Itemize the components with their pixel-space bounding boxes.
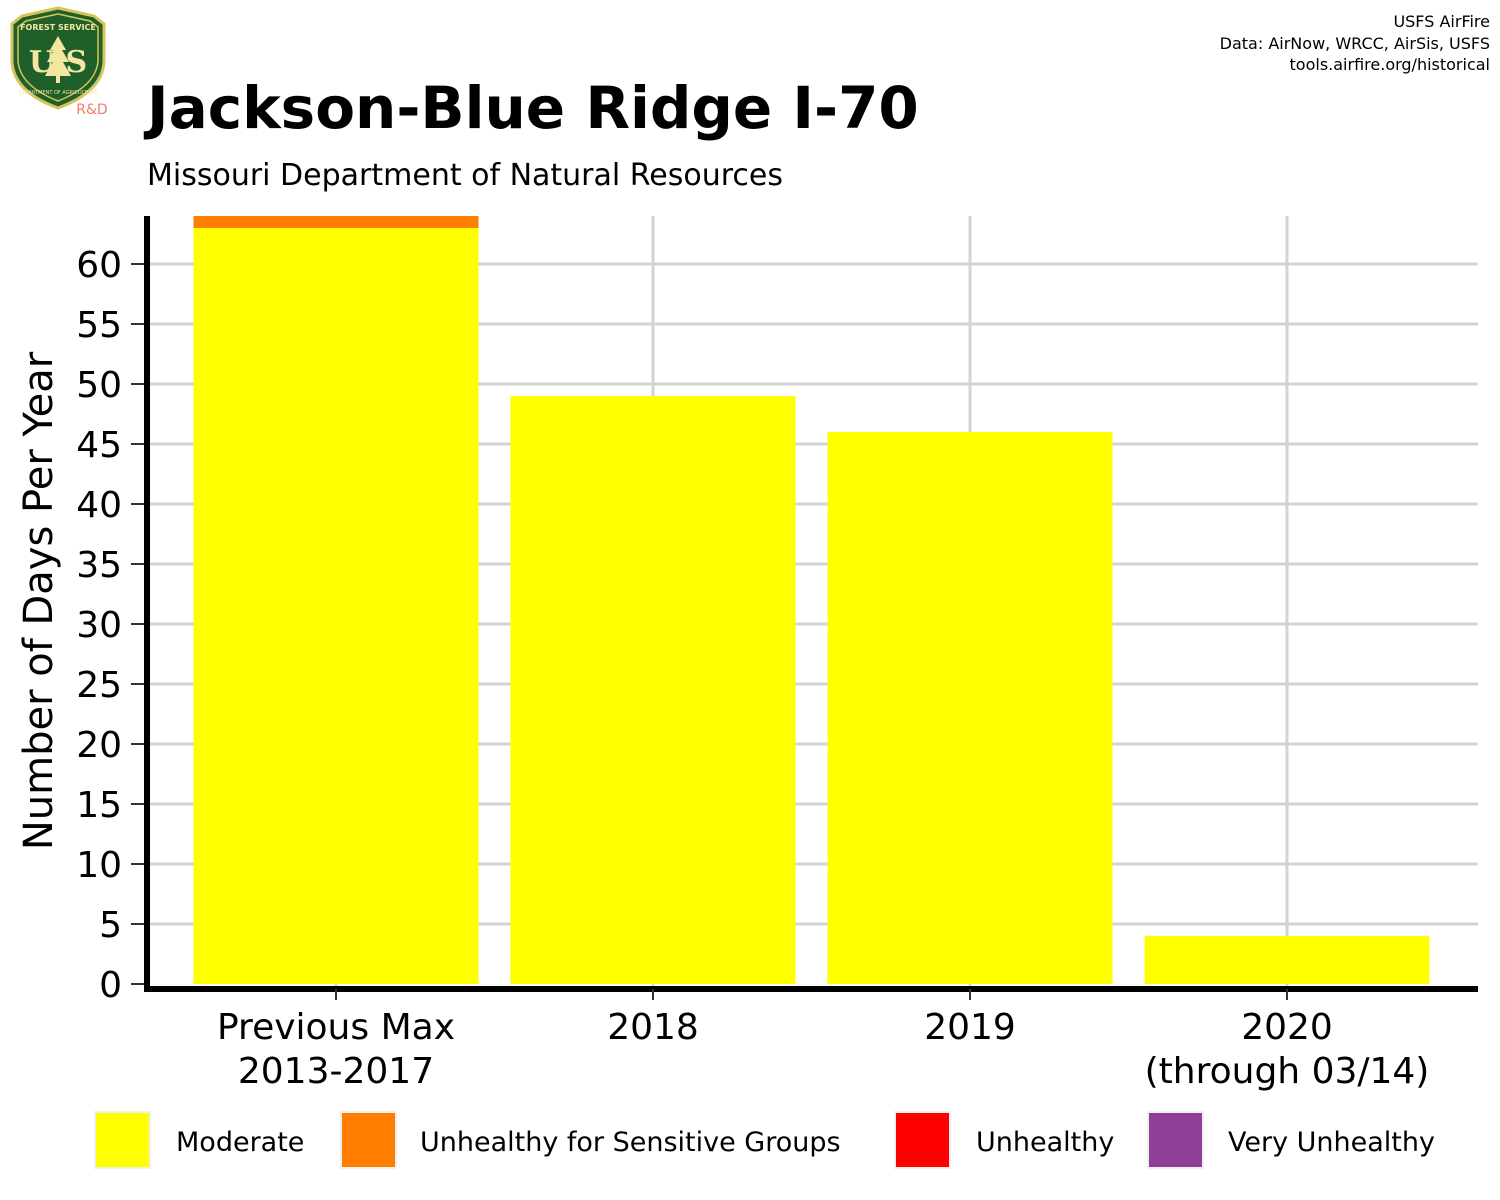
chart-title: Jackson-Blue Ridge I-70 [143, 74, 919, 142]
axes [131, 216, 1478, 1000]
credit-line-3: tools.airfire.org/historical [1290, 55, 1490, 74]
y-tick-label: 55 [76, 305, 122, 346]
legend-swatch [340, 1111, 397, 1169]
y-axis-label: Number of Days Per Year [16, 351, 62, 850]
y-tick-label: 30 [76, 605, 122, 646]
x-tick-label: 2018 [607, 1007, 699, 1048]
x-tick-label: 2013-2017 [238, 1051, 434, 1092]
bars [193, 216, 1430, 984]
logo-top-text: FOREST SERVICE [20, 23, 96, 32]
y-tick-label: 20 [76, 725, 122, 766]
legend-label: Unhealthy [976, 1127, 1114, 1158]
credit-line-1: USFS AirFire [1393, 12, 1490, 31]
y-tick-label: 10 [76, 845, 122, 886]
x-tick-label: 2020 [1241, 1007, 1333, 1048]
legend-swatch [894, 1111, 951, 1169]
y-tick-label: 25 [76, 665, 122, 706]
bar-segment [1144, 936, 1430, 984]
x-tick-label: Previous Max [217, 1007, 455, 1048]
y-tick-label: 0 [99, 965, 122, 1006]
bar-segment [193, 228, 479, 984]
bar-segment [510, 396, 796, 984]
y-tick-label: 45 [76, 425, 122, 466]
bar-segment [193, 216, 479, 228]
x-tick-label: (through 03/14) [1145, 1051, 1430, 1092]
usfs-logo: FOREST SERVICE U S DEPARTMENT OF AGRICUL… [10, 6, 108, 118]
pine-tree-icon [45, 36, 71, 76]
legend: Moderate Unhealthy for Sensitive Groups Un… [94, 1111, 1435, 1169]
legend-label: Unhealthy for Sensitive Groups [420, 1127, 841, 1158]
legend-swatch [1147, 1111, 1204, 1169]
logo-tag: R&D [76, 102, 107, 118]
x-tick-label: 2019 [924, 1007, 1016, 1048]
y-tick-label: 60 [76, 245, 122, 286]
legend-label: Very Unhealthy [1228, 1127, 1435, 1158]
y-tick-label: 5 [99, 905, 122, 946]
chart-subtitle: Missouri Department of Natural Resources [147, 158, 783, 193]
y-tick-label: 35 [76, 545, 122, 586]
y-tick-labels: 0 5 10 15 20 25 30 35 40 45 50 55 60 [76, 245, 122, 1006]
y-tick-label: 40 [76, 485, 122, 526]
credit-line-2: Data: AirNow, WRCC, AirSis, USFS [1220, 34, 1490, 53]
legend-label: Moderate [176, 1127, 304, 1158]
y-tick-label: 15 [76, 785, 122, 826]
y-tick-label: 50 [76, 365, 122, 406]
logo-bottom-text: DEPARTMENT OF AGRICULTURE [19, 90, 97, 96]
legend-swatch [94, 1111, 151, 1169]
bar-segment [827, 432, 1113, 984]
